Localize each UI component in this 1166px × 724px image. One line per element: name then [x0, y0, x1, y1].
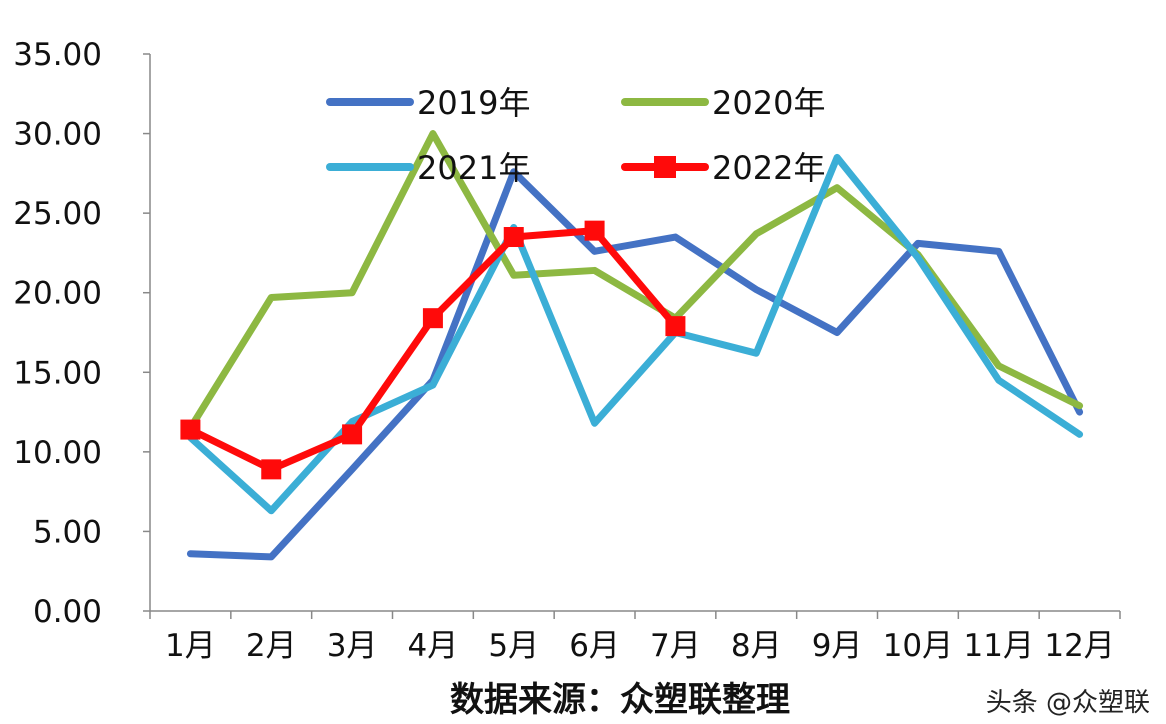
legend-marker: [654, 156, 676, 178]
source-note: 数据来源：众塑联整理: [450, 680, 790, 720]
series-line-2022年: [186, 227, 679, 473]
y-tick-label: 20.00: [13, 276, 102, 312]
data-point-marker: [180, 419, 201, 440]
x-tick-label: 3月: [327, 628, 378, 664]
series-line-2021年: [186, 153, 1084, 515]
series-line-2019年: [186, 168, 1084, 561]
legend-label: 2021年: [417, 149, 530, 187]
watermark: 头条 @众塑联: [986, 688, 1150, 718]
y-tick-label: 15.00: [13, 355, 102, 391]
data-point-marker: [261, 459, 282, 480]
x-tick-label: 1月: [165, 628, 216, 664]
x-tick-label: 5月: [488, 628, 539, 664]
legend-label: 2020年: [712, 84, 825, 122]
x-tick-label: 12月: [1044, 628, 1114, 664]
data-point-marker: [422, 308, 443, 329]
y-tick-label: 10.00: [13, 435, 102, 471]
x-tick-label: 7月: [650, 628, 701, 664]
legend-label: 2022年: [712, 149, 825, 187]
data-point-marker: [584, 220, 605, 241]
x-tick-label: 6月: [569, 628, 620, 664]
y-tick-label: 35.00: [13, 37, 102, 73]
y-tick-label: 5.00: [33, 514, 102, 550]
data-point-marker: [503, 227, 524, 248]
y-tick-label: 30.00: [13, 117, 102, 153]
x-tick-label: 8月: [731, 628, 782, 664]
x-tick-label: 11月: [964, 628, 1034, 664]
y-tick-label: 25.00: [13, 196, 102, 232]
data-point-marker: [342, 424, 363, 445]
legend-label: 2019年: [417, 84, 530, 122]
x-tick-label: 9月: [812, 628, 863, 664]
y-tick-label: 0.00: [33, 594, 102, 630]
x-tick-label: 2月: [246, 628, 297, 664]
x-tick-label: 4月: [408, 628, 459, 664]
x-tick-label: 10月: [883, 628, 953, 664]
data-point-marker: [665, 316, 686, 337]
